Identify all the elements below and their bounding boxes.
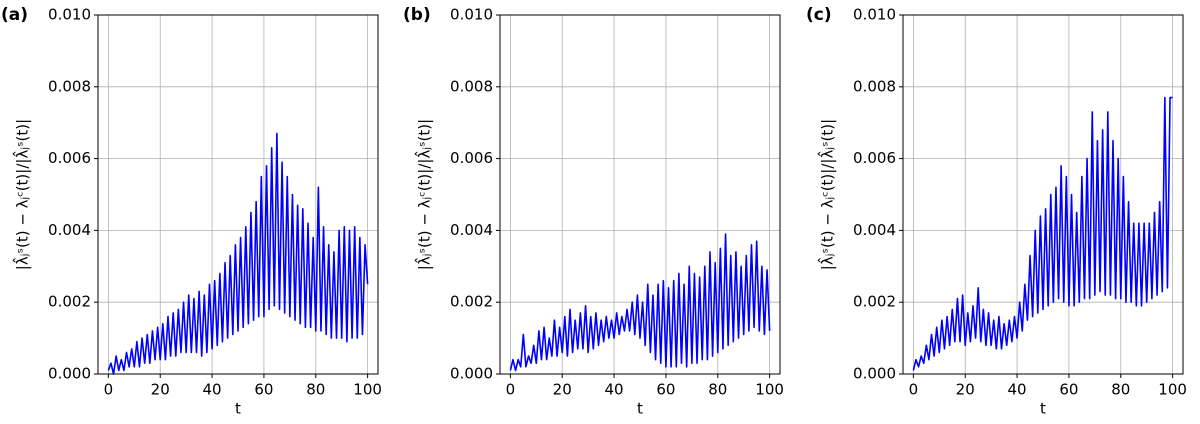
panel-label: (a) <box>1 5 28 25</box>
panel: 0.000 0.002 0.004 0.006 0.008 0.010 0 20 40 60 80 1… <box>403 5 784 418</box>
y-tick-label: 0.008 <box>450 77 493 95</box>
y-tick-label: 0.010 <box>450 6 493 24</box>
y-tick-label: 0.004 <box>48 221 91 239</box>
y-tick-label: 0.004 <box>450 221 493 239</box>
plot-frame <box>97 14 379 375</box>
y-tick-label: 0.008 <box>853 77 896 95</box>
x-tick-label: 80 <box>306 381 325 399</box>
y-axis-label: |λ̂ⱼˢ(t) − λⱼᶜ(t)|/|λ̂ⱼˢ(t)| <box>12 119 32 270</box>
y-tick-label: 0.002 <box>48 293 91 311</box>
x-axis-label: t <box>235 400 241 418</box>
plot-frame <box>499 14 781 375</box>
x-tick-label: 80 <box>708 381 727 399</box>
data-line <box>107 132 369 375</box>
x-tick-label: 0 <box>909 381 919 399</box>
x-tick-label: 60 <box>254 381 273 399</box>
y-tick-label: 0.010 <box>48 6 91 24</box>
y-tick-label: 0.002 <box>853 293 896 311</box>
x-tick-label: 100 <box>755 381 784 399</box>
x-tick-label: 40 <box>203 381 222 399</box>
y-tick-label: 0.008 <box>48 77 91 95</box>
panel: 0.000 0.002 0.004 0.006 0.008 0.010 0 20 40 60 80 1… <box>806 5 1187 418</box>
data-line <box>509 233 771 372</box>
x-axis-label: t <box>1040 400 1046 418</box>
plot-frame <box>902 14 1184 375</box>
x-tick-label: 100 <box>1158 381 1187 399</box>
x-tick-label: 60 <box>1059 381 1078 399</box>
y-axis-label: |λ̂ⱼˢ(t) − λⱼᶜ(t)|/|λ̂ⱼˢ(t)| <box>817 119 837 270</box>
y-tick-label: 0.000 <box>853 365 896 383</box>
x-tick-label: 100 <box>353 381 382 399</box>
panel-label: (c) <box>806 5 832 25</box>
y-tick-label: 0.006 <box>853 149 896 167</box>
y-tick-label: 0.004 <box>853 221 896 239</box>
y-tick-label: 0.000 <box>48 365 91 383</box>
x-axis-label: t <box>637 400 643 418</box>
data-line <box>912 96 1173 371</box>
y-tick-label: 0.002 <box>450 293 493 311</box>
x-tick-label: 80 <box>1111 381 1130 399</box>
panel-label: (b) <box>403 5 431 25</box>
y-tick-label: 0.010 <box>853 6 896 24</box>
y-axis-label: |λ̂ⱼˢ(t) − λⱼᶜ(t)|/|λ̂ⱼˢ(t)| <box>414 119 434 270</box>
x-tick-label: 20 <box>151 381 170 399</box>
x-tick-label: 40 <box>1008 381 1027 399</box>
y-tick-label: 0.006 <box>450 149 493 167</box>
x-tick-label: 40 <box>605 381 624 399</box>
x-tick-label: 20 <box>956 381 975 399</box>
y-tick-label: 0.000 <box>450 365 493 383</box>
panel: 0.000 0.002 0.004 0.006 0.008 0.010 0 20 40 60 80 1… <box>1 5 382 418</box>
x-tick-label: 20 <box>553 381 572 399</box>
y-tick-label: 0.006 <box>48 149 91 167</box>
x-tick-label: 60 <box>656 381 675 399</box>
x-tick-label: 0 <box>104 381 114 399</box>
x-tick-label: 0 <box>506 381 516 399</box>
